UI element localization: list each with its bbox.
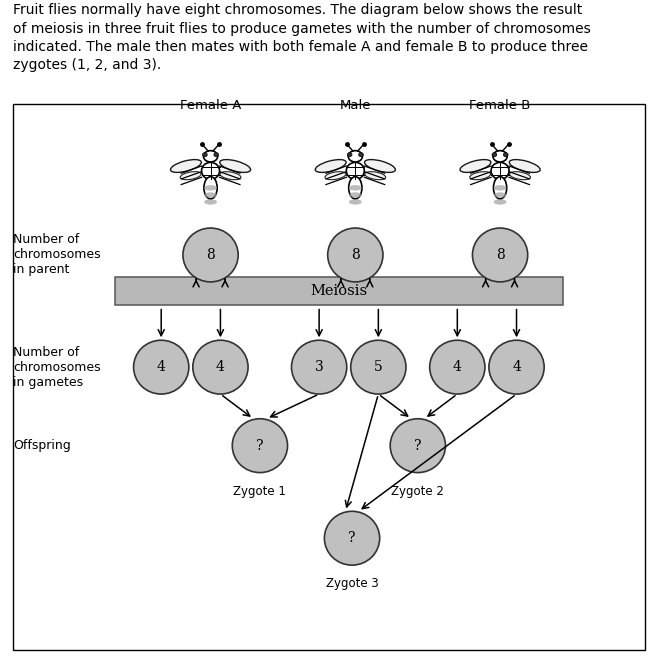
Ellipse shape	[349, 176, 362, 199]
Ellipse shape	[170, 159, 201, 173]
Ellipse shape	[489, 340, 544, 394]
Text: Offspring: Offspring	[13, 439, 71, 452]
Ellipse shape	[347, 153, 352, 157]
Text: 8: 8	[206, 248, 215, 262]
Ellipse shape	[460, 159, 491, 173]
Ellipse shape	[494, 193, 506, 197]
Ellipse shape	[491, 162, 509, 179]
Ellipse shape	[472, 228, 528, 282]
Ellipse shape	[503, 153, 508, 157]
Ellipse shape	[180, 172, 201, 180]
Ellipse shape	[193, 340, 248, 394]
Ellipse shape	[509, 172, 530, 180]
Text: ?: ?	[414, 439, 422, 453]
Ellipse shape	[220, 172, 241, 180]
Ellipse shape	[214, 153, 218, 157]
Ellipse shape	[390, 419, 445, 472]
Text: Male: Male	[340, 99, 371, 112]
Ellipse shape	[365, 172, 386, 180]
Ellipse shape	[315, 159, 346, 173]
Ellipse shape	[494, 176, 507, 199]
Ellipse shape	[365, 159, 395, 173]
Ellipse shape	[430, 340, 485, 394]
Ellipse shape	[134, 340, 189, 394]
Text: Zygote 3: Zygote 3	[326, 577, 378, 590]
Ellipse shape	[494, 186, 506, 190]
Ellipse shape	[232, 419, 288, 472]
Text: Zygote 2: Zygote 2	[392, 485, 444, 498]
Ellipse shape	[291, 340, 347, 394]
Ellipse shape	[205, 193, 216, 197]
Text: Number of
chromosomes
in parent: Number of chromosomes in parent	[13, 234, 101, 276]
Text: Female B: Female B	[469, 99, 531, 112]
Ellipse shape	[359, 153, 363, 157]
Text: ?: ?	[256, 439, 264, 453]
Ellipse shape	[349, 193, 361, 197]
Text: Meiosis: Meiosis	[311, 285, 367, 298]
FancyBboxPatch shape	[13, 104, 645, 650]
Text: 4: 4	[512, 360, 521, 374]
Text: Fruit flies normally have eight chromosomes. The diagram below shows the result
: Fruit flies normally have eight chromoso…	[13, 3, 591, 72]
Ellipse shape	[348, 151, 363, 162]
Text: ?: ?	[348, 531, 356, 545]
Ellipse shape	[349, 186, 361, 190]
Text: 4: 4	[216, 360, 225, 374]
Ellipse shape	[203, 151, 218, 162]
Ellipse shape	[346, 162, 365, 179]
Ellipse shape	[220, 159, 251, 173]
Ellipse shape	[494, 199, 506, 205]
Ellipse shape	[203, 153, 207, 157]
Ellipse shape	[183, 228, 238, 282]
Text: Number of
chromosomes
in gametes: Number of chromosomes in gametes	[13, 346, 101, 388]
Ellipse shape	[509, 159, 540, 173]
Text: 5: 5	[374, 360, 383, 374]
Text: 8: 8	[351, 248, 360, 262]
FancyBboxPatch shape	[115, 277, 563, 306]
Text: 4: 4	[157, 360, 166, 374]
Ellipse shape	[201, 162, 220, 179]
Ellipse shape	[204, 176, 217, 199]
Ellipse shape	[205, 199, 216, 205]
Ellipse shape	[328, 228, 383, 282]
Ellipse shape	[493, 151, 507, 162]
Text: 3: 3	[315, 360, 324, 374]
Ellipse shape	[325, 172, 346, 180]
Ellipse shape	[492, 153, 497, 157]
Text: Female A: Female A	[180, 99, 241, 112]
Ellipse shape	[349, 199, 361, 205]
Ellipse shape	[351, 340, 406, 394]
Ellipse shape	[470, 172, 491, 180]
Text: Zygote 1: Zygote 1	[234, 485, 286, 498]
Ellipse shape	[205, 186, 216, 190]
Text: 4: 4	[453, 360, 462, 374]
Ellipse shape	[324, 511, 380, 565]
Text: 8: 8	[495, 248, 505, 262]
